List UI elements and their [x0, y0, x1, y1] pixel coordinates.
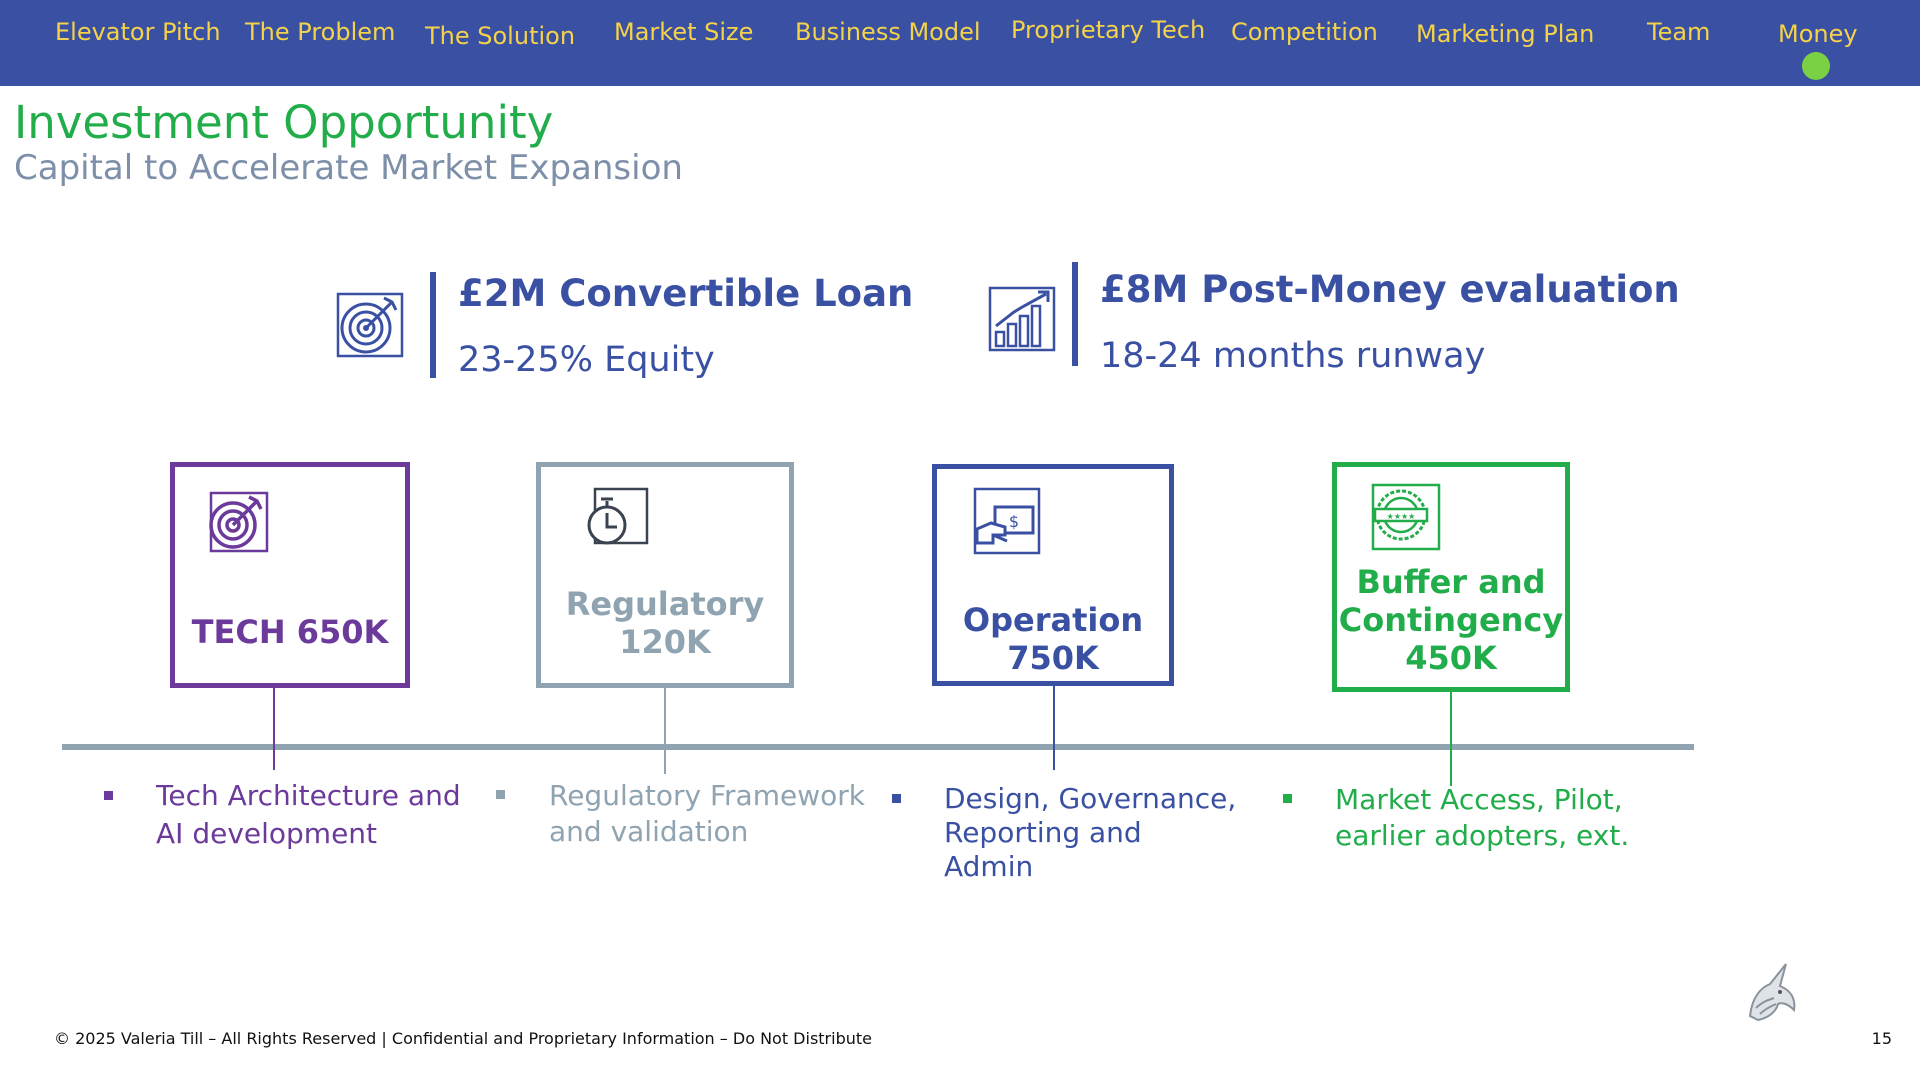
nav-item-market-size[interactable]: Market Size — [614, 18, 754, 46]
tech-description: Tech Architecture and AI development — [156, 778, 461, 852]
nav-item-business-model[interactable]: Business Model — [795, 18, 981, 46]
target-icon — [336, 292, 404, 358]
runway-detail: 18-24 months runway — [1100, 336, 1486, 376]
buffer-connector — [1450, 692, 1452, 786]
operation-description: Design, Governance, Reporting and Admin — [944, 782, 1236, 884]
tech-allocation-label: TECH 650K — [191, 613, 389, 651]
growth-chart-icon — [988, 286, 1056, 352]
nav-item-elevator-pitch[interactable]: Elevator Pitch — [55, 18, 221, 46]
quality-seal-icon: ★★★★ — [1371, 483, 1441, 551]
nav-item-the-problem[interactable]: The Problem — [245, 18, 396, 46]
description-line: Admin — [944, 850, 1034, 883]
description-line: Regulatory Framework — [549, 779, 865, 812]
loan-headline: £2M Convertible Loan — [458, 272, 914, 315]
regulatory-allocation-label: Regulatory 120K — [541, 585, 789, 661]
bullet-marker — [1283, 794, 1292, 803]
target-icon — [209, 491, 269, 553]
label-line: Buffer and — [1356, 563, 1546, 601]
svg-text:$: $ — [1009, 512, 1019, 531]
description-line: Reporting and — [944, 816, 1142, 849]
unicorn-logo-icon — [1748, 963, 1796, 1022]
operation-connector — [1053, 686, 1055, 770]
bullet-marker — [892, 794, 901, 803]
description-line: earlier adopters, ext. — [1335, 819, 1630, 852]
copyright-footer: © 2025 Valeria Till – All Rights Reserve… — [54, 1029, 872, 1048]
nav-item-money[interactable]: Money — [1778, 20, 1858, 48]
bullet-marker — [496, 790, 505, 799]
tech-connector — [273, 688, 275, 770]
nav-item-competition[interactable]: Competition — [1231, 18, 1378, 46]
operation-allocation-label: Operation 750K — [937, 601, 1169, 677]
page-subtitle: Capital to Accelerate Market Expansion — [14, 148, 683, 188]
label-line: Contingency — [1338, 601, 1564, 639]
description-line: Market Access, Pilot, — [1335, 783, 1623, 816]
buffer-description: Market Access, Pilot, earlier adopters, … — [1335, 782, 1629, 854]
page-title: Investment Opportunity — [14, 96, 554, 149]
label-line: 750K — [1007, 639, 1099, 677]
allocation-box-regulatory: Regulatory 120K — [536, 462, 794, 688]
highlight-divider-2 — [1072, 262, 1078, 366]
description-line: AI development — [156, 817, 378, 850]
nav-item-proprietary-tech[interactable]: Proprietary Tech — [1011, 16, 1206, 44]
stopwatch-icon — [587, 487, 649, 545]
allocation-box-buffer: ★★★★ Buffer and Contingency 450K — [1332, 462, 1570, 692]
allocation-box-tech: TECH 650K — [170, 462, 410, 688]
label-line: Operation — [962, 601, 1144, 639]
highlight-divider — [430, 272, 436, 378]
label-line: Regulatory — [565, 585, 765, 623]
page-number: 15 — [1871, 1029, 1892, 1048]
payment-icon: $ — [973, 487, 1041, 555]
top-navigation-bar: Elevator Pitch The Problem The Solution … — [0, 0, 1920, 86]
description-line: Design, Governance, — [944, 782, 1237, 815]
description-line: and validation — [549, 815, 749, 848]
valuation-headline: £8M Post-Money evaluation — [1100, 268, 1680, 311]
svg-text:★★★★: ★★★★ — [1387, 512, 1416, 521]
active-page-indicator — [1802, 52, 1830, 80]
bullet-marker — [104, 791, 113, 800]
equity-detail: 23-25% Equity — [458, 340, 715, 380]
allocation-box-operation: $ Operation 750K — [932, 464, 1174, 686]
regulatory-connector — [664, 688, 666, 774]
nav-item-marketing-plan[interactable]: Marketing Plan — [1416, 20, 1595, 48]
regulatory-description: Regulatory Framework and validation — [549, 778, 865, 850]
nav-item-the-solution[interactable]: The Solution — [425, 22, 576, 50]
description-line: Tech Architecture and — [156, 779, 461, 812]
buffer-allocation-label: Buffer and Contingency 450K — [1337, 563, 1565, 677]
label-line: 120K — [619, 623, 711, 661]
timeline-axis — [62, 744, 1694, 750]
label-line: 450K — [1405, 639, 1497, 677]
nav-item-team[interactable]: Team — [1647, 18, 1711, 46]
